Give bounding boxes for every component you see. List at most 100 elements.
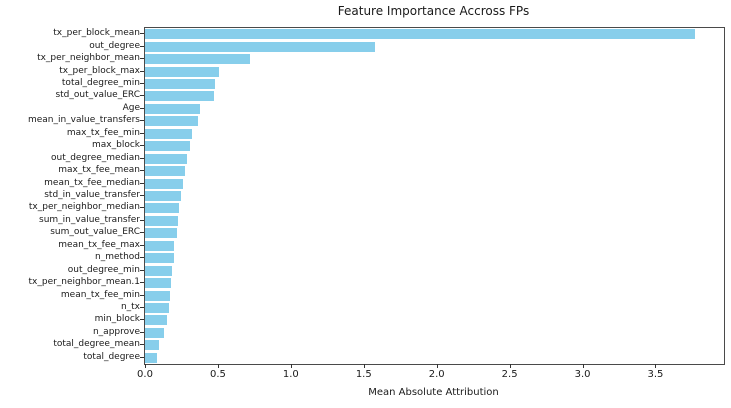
y-tick-label: n_method: [95, 252, 140, 263]
bar-tx_per_block_max: [145, 66, 220, 77]
x-tick-label: 1.0: [282, 369, 299, 380]
y-tick-label: max_tx_fee_mean: [58, 165, 140, 176]
bar-sum_out_value_ERC: [145, 228, 178, 239]
plot-area: [144, 27, 725, 365]
y-tick-mark: [140, 83, 144, 84]
y-tick-mark: [140, 33, 144, 35]
bar-Age: [145, 103, 201, 114]
bar-n_tx: [145, 303, 169, 313]
y-tick-label: std_in_value_transfer: [44, 190, 140, 200]
y-tick-mark: [140, 219, 144, 221]
bar-total_degree_mean: [145, 340, 160, 351]
y-tick-label: total_degree_mean: [53, 339, 140, 350]
y-tick-label: out_degree: [89, 40, 140, 51]
bar-total_degree: [145, 352, 158, 363]
bar-sum_in_value_transfer: [145, 215, 179, 226]
y-tick-label: n_tx: [120, 302, 140, 312]
y-tick-mark: [140, 331, 144, 333]
y-tick-mark: [140, 207, 144, 209]
bar-max_block: [145, 141, 191, 152]
bar-n_method: [145, 253, 174, 264]
y-tick-mark: [140, 120, 144, 122]
y-tick-label: Age: [122, 102, 140, 113]
y-tick-label: std_out_value_ERC: [55, 90, 140, 101]
y-tick-label: max_tx_fee_min: [66, 127, 140, 138]
y-tick-label: mean_tx_fee_median: [44, 177, 140, 188]
y-tick-mark: [140, 319, 144, 321]
y-tick-label: min_block: [94, 314, 140, 325]
bar-max_tx_fee_min: [145, 128, 192, 139]
y-tick-label: sum_in_value_transfer: [39, 214, 140, 225]
bar-total_degree_min: [145, 79, 215, 89]
y-tick-mark: [140, 269, 144, 271]
bar-tx_per_block_mean: [145, 29, 695, 40]
y-tick-mark: [140, 244, 144, 246]
y-tick-label: tx_per_block_mean: [53, 28, 140, 39]
bar-mean_tx_fee_min: [145, 290, 171, 301]
bar-tx_per_neighbor_mean.1: [145, 278, 171, 289]
y-tick-label: out_degree_min: [67, 264, 140, 275]
y-tick-mark: [140, 344, 144, 346]
bar-out_degree_min: [145, 265, 172, 276]
y-tick-mark: [140, 356, 144, 358]
x-tick-label: 3.5: [647, 369, 664, 380]
bar-std_out_value_ERC: [145, 91, 214, 102]
bar-mean_in_value_transfers: [145, 116, 198, 127]
chart-title: Feature Importance Accross FPs: [337, 4, 530, 18]
bar-mean_tx_fee_max: [145, 240, 175, 251]
x-tick-label: 3.0: [574, 369, 591, 380]
y-tick-mark: [140, 132, 144, 134]
y-tick-mark: [140, 232, 144, 234]
x-tick-label: 1.5: [355, 369, 372, 380]
y-tick-label: n_approve: [92, 326, 140, 337]
bar-std_in_value_transfer: [145, 191, 181, 201]
y-tick-mark: [140, 45, 144, 47]
y-tick-label: mean_tx_fee_min: [60, 289, 140, 300]
y-tick-label: tx_per_block_max: [59, 65, 140, 76]
x-tick-mark: [290, 364, 292, 368]
x-axis-label: Mean Absolute Attribution: [368, 387, 499, 398]
bar-mean_tx_fee_median: [145, 178, 183, 189]
x-tick-label: 0.5: [209, 369, 226, 380]
bar-tx_per_neighbor_median: [145, 203, 180, 214]
bar-max_tx_fee_mean: [145, 166, 186, 177]
y-tick-mark: [140, 294, 144, 296]
x-tick-mark: [145, 364, 146, 368]
y-tick-mark: [140, 170, 144, 172]
y-tick-mark: [140, 307, 144, 308]
x-tick-label: 0.0: [137, 369, 153, 380]
bar-min_block: [145, 315, 167, 326]
y-tick-mark: [140, 95, 144, 97]
y-tick-label: tx_per_neighbor_mean: [37, 53, 140, 64]
x-tick-mark: [217, 364, 219, 368]
x-tick-label: 2.0: [428, 369, 445, 380]
y-tick-label: total_degree_min: [61, 78, 140, 88]
x-tick-mark: [582, 364, 584, 368]
y-tick-label: max_block: [92, 140, 140, 151]
y-tick-mark: [140, 157, 144, 159]
y-tick-mark: [140, 145, 144, 147]
y-tick-mark: [140, 70, 144, 72]
bar-n_approve: [145, 327, 165, 338]
x-tick-mark: [655, 364, 657, 368]
y-tick-label: tx_per_neighbor_mean.1: [28, 277, 141, 288]
y-tick-label: sum_out_value_ERC: [50, 227, 140, 238]
y-tick-label: mean_in_value_transfers: [27, 115, 140, 126]
bar-out_degree_median: [145, 153, 188, 164]
y-tick-label: total_degree: [83, 351, 140, 362]
x-tick-mark: [509, 364, 511, 368]
x-tick-mark: [436, 364, 438, 368]
y-tick-mark: [140, 195, 144, 196]
y-tick-label: tx_per_neighbor_median: [28, 202, 140, 213]
y-tick-mark: [140, 58, 144, 60]
y-tick-label: out_degree_median: [50, 152, 140, 163]
y-tick-mark: [140, 107, 144, 109]
y-tick-mark: [140, 182, 144, 184]
bar-tx_per_neighbor_mean: [145, 54, 250, 65]
bar-out_degree: [145, 41, 376, 52]
x-tick-label: 2.5: [501, 369, 518, 380]
y-tick-mark: [140, 257, 144, 259]
y-tick-label: mean_tx_fee_max: [58, 239, 140, 250]
x-tick-mark: [363, 364, 365, 368]
